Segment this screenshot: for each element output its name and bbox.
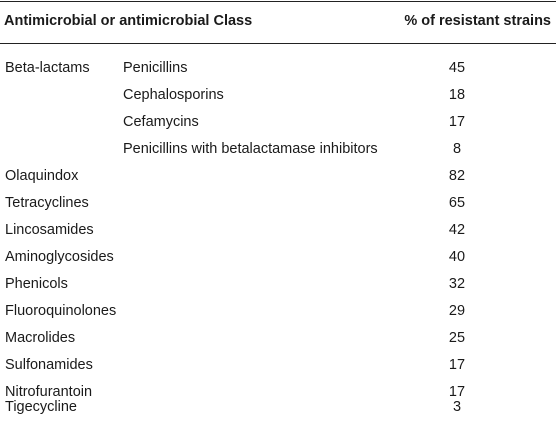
class-name: Tigecycline — [5, 399, 77, 415]
percent-value: 29 — [448, 303, 466, 319]
percent-value: 25 — [448, 330, 466, 346]
percent-value: 32 — [448, 276, 466, 292]
table-row: Cefamycins 17 — [0, 109, 556, 136]
header-antimicrobial-class: Antimicrobial or antimicrobial Class — [4, 13, 253, 29]
percent-value: 8 — [452, 141, 462, 157]
table-row: Sulfonamides 17 — [0, 352, 556, 379]
class-name: Phenicols — [5, 276, 68, 292]
percent-value: 42 — [448, 222, 466, 238]
class-name: Olaquindox — [5, 168, 79, 184]
class-name: Tetracyclines — [5, 195, 89, 211]
table-row: Macrolides 25 — [0, 325, 556, 352]
table-row: Cephalosporins 18 — [0, 82, 556, 109]
class-name: Macrolides — [5, 330, 76, 346]
percent-value: 40 — [448, 249, 466, 265]
percent-value: 45 — [448, 60, 466, 76]
percent-value: 17 — [448, 384, 466, 400]
table-row: Tetracyclines 65 — [0, 190, 556, 217]
subclass-name: Cephalosporins — [123, 87, 224, 103]
subclass-name: Cefamycins — [123, 114, 199, 130]
table-row: Olaquindox 82 — [0, 163, 556, 190]
table-row: Tigecycline 3 — [0, 393, 556, 420]
subclass-name: Penicillins — [123, 60, 188, 76]
class-name: Lincosamides — [5, 222, 94, 238]
percent-value: 65 — [448, 195, 466, 211]
percent-value: 17 — [448, 114, 466, 130]
group-label: Beta-lactams — [5, 60, 90, 76]
subclass-name: Penicillins with betalactamase inhibitor… — [123, 141, 378, 157]
table-row: Penicillins with betalactamase inhibitor… — [0, 136, 556, 163]
table-row: Phenicols 32 — [0, 271, 556, 298]
header-percent-resistant: % of resistant strains — [404, 13, 551, 29]
percent-value: 18 — [448, 87, 466, 103]
percent-value: 17 — [448, 357, 466, 373]
class-name: Aminoglycosides — [5, 249, 114, 265]
table-row: Nitrofurantoin 17 — [0, 379, 556, 406]
table-row: Lincosamides 42 — [0, 217, 556, 244]
class-name: Sulfonamides — [5, 357, 93, 373]
table-row: Beta-lactams Penicillins 45 — [0, 55, 556, 82]
table-row: Aminoglycosides 40 — [0, 244, 556, 271]
percent-value: 82 — [448, 168, 466, 184]
table-header-rule — [0, 43, 556, 44]
class-name: Nitrofurantoin — [5, 384, 93, 400]
class-name: Fluoroquinolones — [5, 303, 117, 319]
table-row: Fluoroquinolones 29 — [0, 298, 556, 325]
table-top-rule — [0, 1, 556, 2]
percent-value: 3 — [452, 399, 462, 415]
